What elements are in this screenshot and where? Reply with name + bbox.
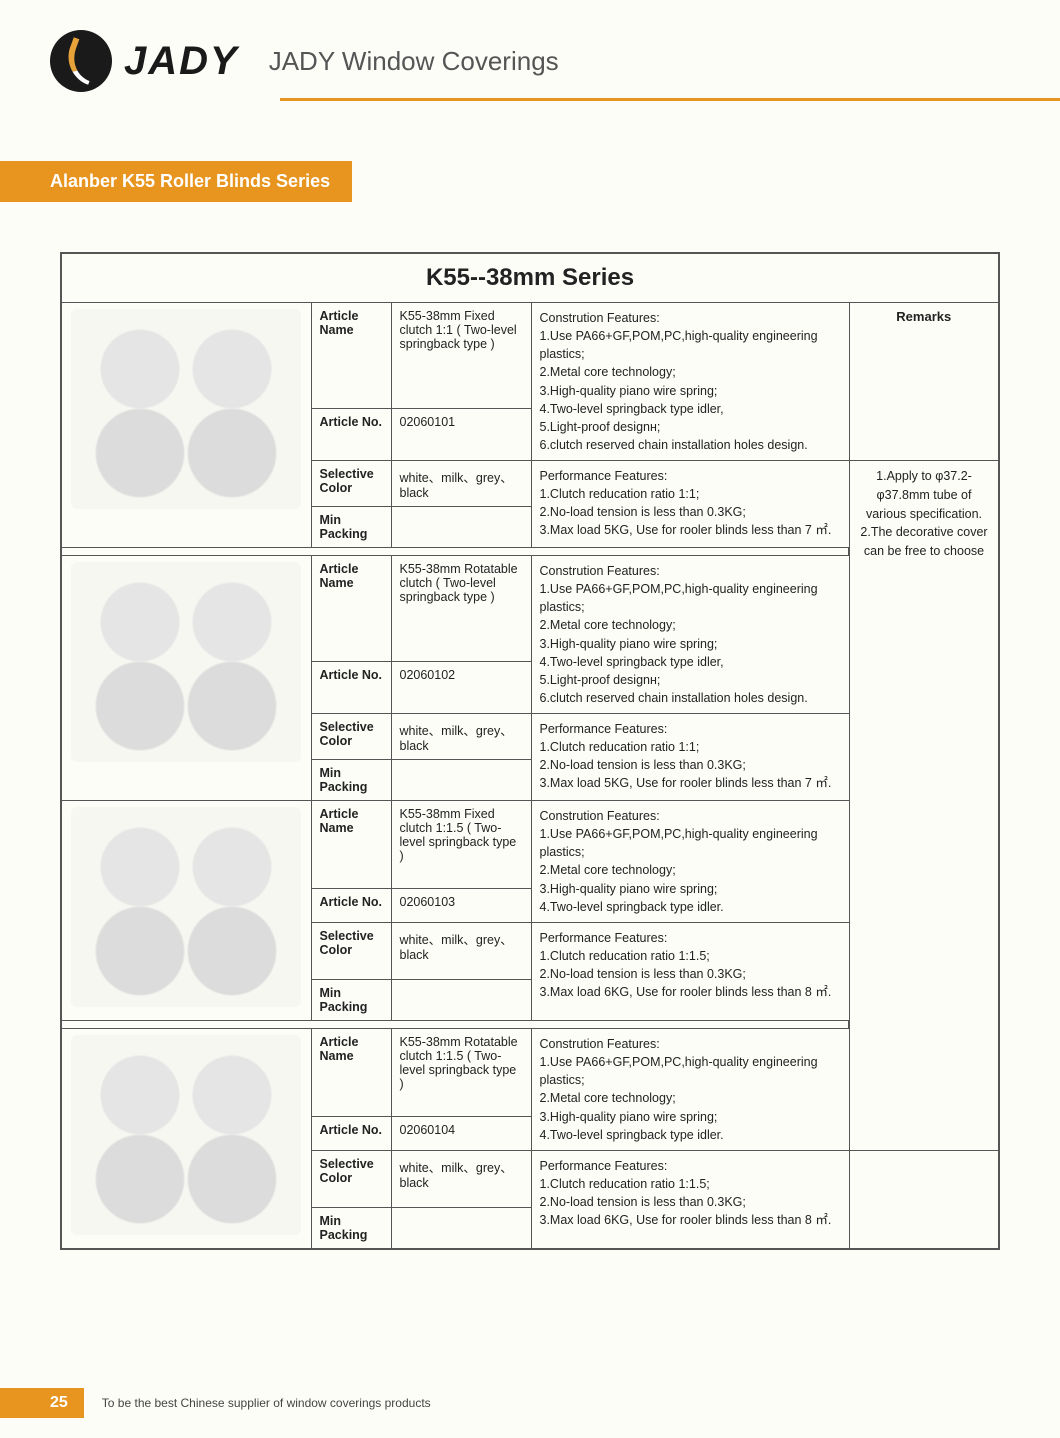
value-article-no: 02060102 xyxy=(391,661,531,713)
value-min-packing xyxy=(391,507,531,548)
value-article-no: 02060104 xyxy=(391,1116,531,1150)
label-selective-color: Selective Color xyxy=(311,1150,391,1207)
product-image xyxy=(61,1029,311,1249)
construction-features: Constrution Features:1.Use PA66+GF,POM,P… xyxy=(531,801,849,923)
label-selective-color: Selective Color xyxy=(311,461,391,507)
section-badge: Alanber K55 Roller Blinds Series xyxy=(0,161,352,202)
label-selective-color: Selective Color xyxy=(311,714,391,760)
brand-name: JADY xyxy=(124,39,239,84)
logo-icon xyxy=(50,30,112,92)
value-article-name: K55-38mm Rotatable clutch 1:1.5 ( Two-le… xyxy=(391,1029,531,1117)
value-article-name: K55-38mm Fixed clutch 1:1 ( Two-level sp… xyxy=(391,303,531,409)
page-number: 25 xyxy=(0,1388,84,1418)
value-article-name: K55-38mm Rotatable clutch ( Two-level sp… xyxy=(391,556,531,662)
value-article-no: 02060103 xyxy=(391,888,531,922)
spec-table: K55--38mm Series Article Name K55-38mm F… xyxy=(60,252,1000,1250)
value-selective-color: white、milk、grey、black xyxy=(391,461,531,507)
remarks-header: Remarks xyxy=(849,303,999,461)
product-image xyxy=(61,556,311,801)
remarks-body: 1.Apply to φ37.2-φ37.8mm tube of various… xyxy=(849,461,999,1151)
footer-tagline: To be the best Chinese supplier of windo… xyxy=(102,1396,431,1410)
construction-features: Constrution Features:1.Use PA66+GF,POM,P… xyxy=(531,556,849,714)
performance-features: Performance Features:1.Clutch reducation… xyxy=(531,922,849,1020)
label-article-no: Article No. xyxy=(311,408,391,460)
header-title: JADY Window Coverings xyxy=(269,46,1020,77)
value-article-name: K55-38mm Fixed clutch 1:1.5 ( Two-level … xyxy=(391,801,531,889)
page-footer: 25 To be the best Chinese supplier of wi… xyxy=(0,1388,1060,1418)
page-header: JADY JADY Window Coverings xyxy=(0,0,1060,102)
label-article-no: Article No. xyxy=(311,888,391,922)
construction-features: Constrution Features:1.Use PA66+GF,POM,P… xyxy=(531,1029,849,1151)
label-min-packing: Min Packing xyxy=(311,760,391,801)
value-min-packing xyxy=(391,760,531,801)
section-bar: Alanber K55 Roller Blinds Series xyxy=(0,161,1060,202)
value-selective-color: white、milk、grey、black xyxy=(391,714,531,760)
performance-features: Performance Features:1.Clutch reducation… xyxy=(531,714,849,801)
product-image xyxy=(61,303,311,548)
label-min-packing: Min Packing xyxy=(311,1207,391,1249)
header-rule xyxy=(280,98,1060,101)
label-selective-color: Selective Color xyxy=(311,922,391,979)
performance-features: Performance Features:1.Clutch reducation… xyxy=(531,1150,849,1248)
label-article-name: Article Name xyxy=(311,1029,391,1117)
table-title: K55--38mm Series xyxy=(61,253,999,303)
value-selective-color: white、milk、grey、black xyxy=(391,922,531,979)
value-min-packing xyxy=(391,980,531,1021)
construction-features: Constrution Features:1.Use PA66+GF,POM,P… xyxy=(531,303,849,461)
value-article-no: 02060101 xyxy=(391,408,531,460)
product-image xyxy=(61,801,311,1021)
label-article-name: Article Name xyxy=(311,801,391,889)
label-article-no: Article No. xyxy=(311,1116,391,1150)
performance-features: Performance Features:1.Clutch reducation… xyxy=(531,461,849,548)
label-article-name: Article Name xyxy=(311,303,391,409)
table-row: Article Name K55-38mm Fixed clutch 1:1 (… xyxy=(61,303,999,409)
value-selective-color: white、milk、grey、black xyxy=(391,1150,531,1207)
label-min-packing: Min Packing xyxy=(311,507,391,548)
label-article-no: Article No. xyxy=(311,661,391,713)
value-min-packing xyxy=(391,1207,531,1249)
label-min-packing: Min Packing xyxy=(311,980,391,1021)
label-article-name: Article Name xyxy=(311,556,391,662)
